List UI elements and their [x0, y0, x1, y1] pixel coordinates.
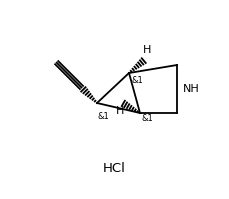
Text: HCl: HCl	[103, 162, 125, 175]
Text: NH: NH	[183, 84, 200, 94]
Text: H: H	[116, 106, 124, 116]
Text: &1: &1	[142, 114, 154, 123]
Text: &1: &1	[131, 76, 143, 85]
Text: H: H	[143, 45, 151, 55]
Text: &1: &1	[98, 112, 110, 121]
